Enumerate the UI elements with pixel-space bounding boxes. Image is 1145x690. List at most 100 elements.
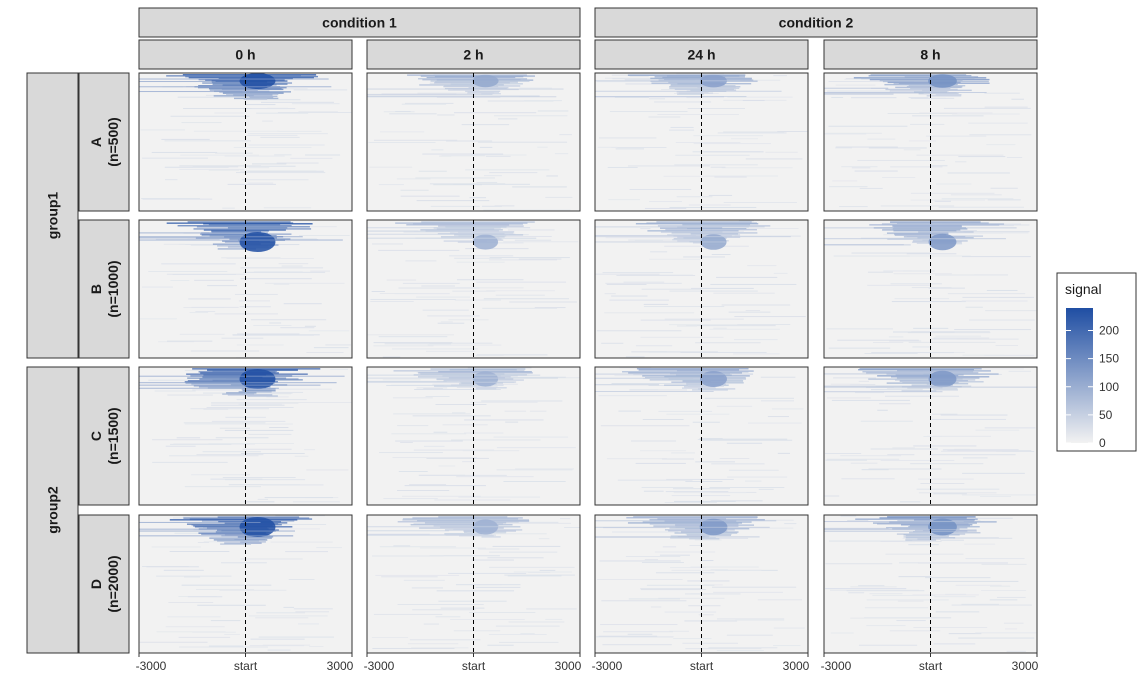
signal-trace [411, 647, 469, 649]
signal-band [481, 93, 501, 95]
signal-line [367, 237, 537, 239]
signal-trace [893, 273, 952, 275]
group-strip [26, 366, 79, 654]
signal-trace [434, 499, 511, 501]
signal-trace [984, 354, 1035, 356]
signal-trace [682, 642, 738, 644]
signal-trace [713, 591, 783, 593]
signal-trace [676, 73, 725, 75]
cluster-strip-label: A(n=500) [88, 117, 121, 166]
signal-line [595, 520, 777, 522]
signal-trace [260, 136, 300, 138]
signal-band [240, 541, 266, 543]
signal-trace [240, 452, 305, 454]
signal-band [859, 368, 982, 370]
signal-trace [482, 307, 558, 309]
signal-trace [869, 593, 903, 595]
signal-band [676, 91, 709, 93]
signal-trace [898, 576, 932, 578]
signal-trace [274, 154, 292, 156]
signal-trace [934, 338, 1019, 340]
time-strip-label: 24 h [687, 47, 715, 63]
signal-trace [835, 147, 853, 149]
signal-band [671, 232, 758, 234]
signal-trace [931, 418, 1007, 420]
signal-band [645, 377, 746, 379]
signal-trace [686, 97, 700, 99]
signal-trace [372, 243, 403, 245]
signal-trace [926, 435, 992, 437]
signal-trace [658, 597, 725, 599]
signal-trace [167, 616, 221, 618]
signal-trace [984, 427, 1036, 429]
signal-trace [884, 395, 960, 397]
signal-band [668, 81, 721, 83]
signal-trace [395, 440, 463, 442]
signal-line [595, 96, 747, 98]
signal-band [201, 234, 264, 236]
signal-band [418, 372, 533, 374]
cluster-n-label: (n=2000) [105, 555, 121, 612]
signal-trace [649, 98, 666, 100]
signal-band [885, 88, 958, 91]
signal-trace [716, 276, 778, 278]
signal-trace [495, 294, 545, 296]
signal-trace [560, 518, 571, 520]
signal-trace [687, 108, 745, 110]
signal-trace [222, 477, 296, 479]
signal-trace [421, 285, 455, 287]
signal-band [903, 534, 960, 536]
signal-trace [609, 299, 669, 301]
signal-band [249, 95, 278, 98]
signal-trace [246, 165, 296, 167]
signal-trace [908, 544, 939, 546]
signal-trace [848, 592, 865, 594]
signal-band [673, 235, 732, 237]
signal-trace [911, 287, 952, 289]
signal-line [824, 385, 972, 387]
signal-trace [829, 186, 868, 188]
signal-trace [947, 293, 1026, 295]
signal-trace [784, 523, 797, 525]
signal-band [911, 384, 953, 386]
signal-trace [965, 306, 983, 308]
signal-trace [611, 74, 627, 76]
signal-trace [193, 130, 280, 132]
signal-trace [392, 457, 477, 459]
signal-trace [194, 279, 234, 281]
signal-band [903, 536, 949, 538]
signal-band [869, 224, 1000, 226]
signal-band [203, 229, 286, 231]
signal-band [653, 525, 739, 527]
signal-band [213, 539, 268, 541]
signal-band [420, 229, 503, 231]
signal-trace [476, 354, 548, 356]
signal-line [824, 92, 924, 94]
signal-trace [142, 286, 173, 288]
signal-trace [221, 337, 264, 339]
signal-trace [244, 99, 301, 101]
signal-trace [477, 141, 568, 143]
signal-trace [934, 200, 951, 202]
legend-tick-label: 0 [1099, 436, 1106, 450]
signal-band [417, 376, 511, 378]
signal-trace [464, 432, 504, 434]
signal-trace [956, 230, 977, 232]
signal-trace [933, 337, 990, 339]
signal-trace [888, 336, 904, 338]
signal-trace [270, 393, 292, 395]
signal-trace [412, 609, 476, 611]
signal-line [139, 237, 206, 239]
signal-trace [826, 397, 871, 399]
signal-trace [669, 206, 757, 208]
signal-band [402, 519, 529, 521]
signal-trace [947, 450, 1032, 452]
signal-band [217, 248, 257, 250]
signal-trace [940, 539, 964, 541]
signal-trace [438, 465, 456, 467]
signal-trace [643, 306, 725, 308]
signal-trace [892, 447, 915, 449]
signal-trace [733, 339, 778, 341]
signal-line [367, 380, 447, 382]
signal-band [453, 528, 493, 530]
